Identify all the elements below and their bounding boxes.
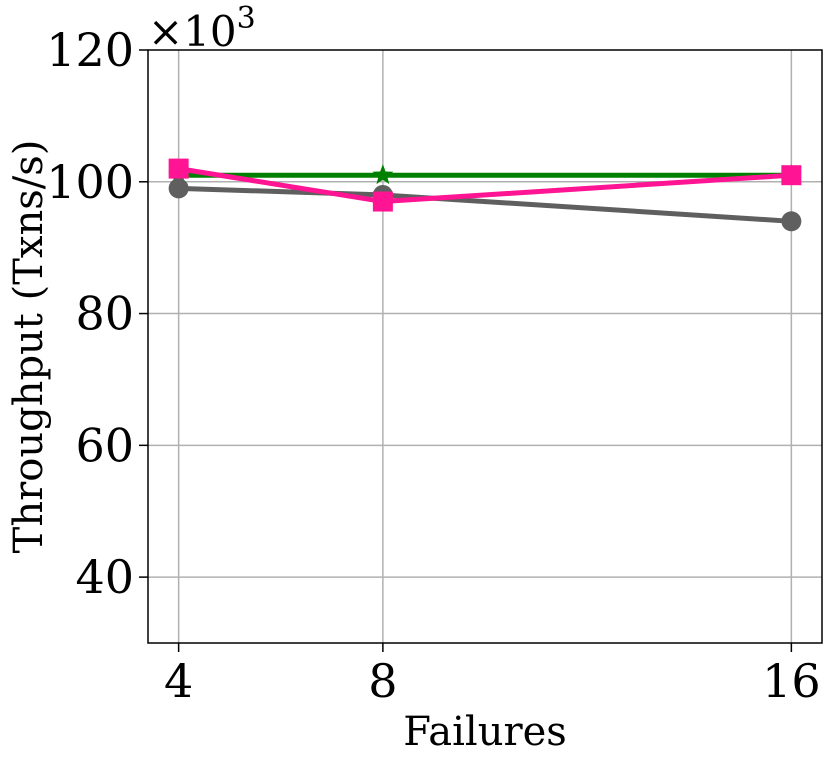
series-circle — [168, 178, 802, 232]
x-axis-label: Failures — [403, 709, 567, 755]
data-point-square — [781, 165, 802, 186]
grid — [148, 50, 822, 643]
x-tick-label: 8 — [368, 654, 397, 708]
y-axis-label: Throughput (Txns/s) — [6, 140, 52, 554]
y-tick-label: 100 — [46, 155, 134, 209]
y-tick-label: 60 — [75, 418, 134, 472]
data-point-star — [372, 164, 394, 185]
x-tick-label: 16 — [762, 654, 821, 708]
x-tick-label: 4 — [164, 654, 193, 708]
y-axis-multiplier: ×103 — [148, 1, 256, 56]
data-point-circle — [168, 178, 189, 199]
data-point-square — [168, 158, 189, 179]
y-axis-multiplier-exponent: 3 — [237, 1, 256, 36]
tick-layer: 4 8 16 40 60 80 100 120 — [46, 23, 820, 708]
y-tick-label: 80 — [75, 287, 134, 341]
y-axis-multiplier-base: ×10 — [148, 7, 237, 56]
data-point-circle — [781, 211, 802, 232]
data-point-square — [372, 191, 393, 212]
series-square — [168, 158, 802, 212]
plot-area-frame — [147, 49, 823, 644]
y-tick-label: 120 — [46, 23, 134, 77]
y-tick-label: 40 — [75, 550, 134, 604]
series-layer — [168, 158, 802, 232]
